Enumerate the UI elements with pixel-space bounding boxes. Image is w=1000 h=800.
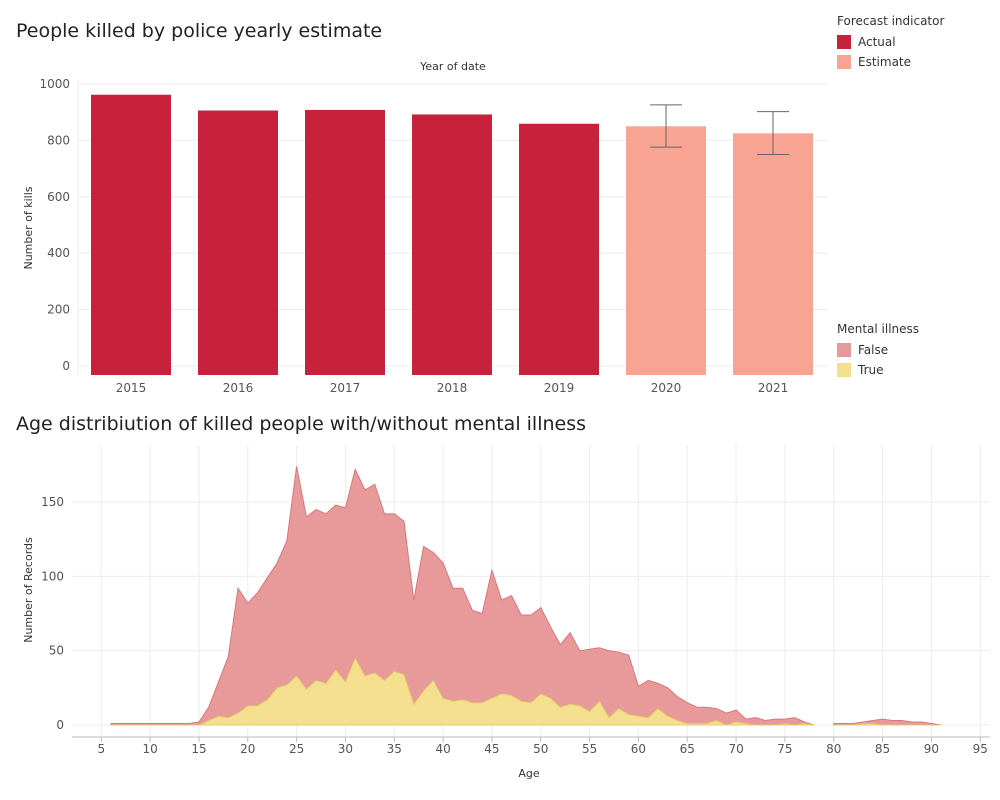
area-x-tick-label: 15	[191, 742, 206, 756]
bar-x-tick-label: 2020	[651, 381, 682, 395]
bar-x-tick-label: 2018	[437, 381, 468, 395]
bar-2018	[412, 114, 492, 376]
legend-item-false[interactable]: False	[837, 340, 919, 360]
area-y-tick-label: 0	[56, 718, 64, 732]
bar-2019	[519, 123, 599, 376]
legend-label-actual: Actual	[858, 35, 896, 49]
area-x-tick-label: 35	[387, 742, 402, 756]
bar-y-axis-label: Number of kills	[22, 186, 35, 269]
bar-y-tick-label: 600	[47, 190, 70, 204]
area-x-tick-label: 10	[142, 742, 157, 756]
bar-x-tick-label: 2016	[223, 381, 254, 395]
area-x-tick-label: 45	[484, 742, 499, 756]
mental-illness-legend: Mental illness False True	[837, 322, 919, 380]
area-x-tick-label: 55	[582, 742, 597, 756]
area-y-tick-label: 100	[41, 569, 64, 583]
bar-y-tick-label: 800	[47, 133, 70, 147]
bar-y-tick-label: 1000	[39, 77, 70, 91]
bar-y-tick-label: 0	[62, 359, 70, 373]
legend-label-estimate: Estimate	[858, 55, 912, 69]
bar-header-label: Year of date	[419, 60, 486, 73]
bar-2020	[626, 126, 706, 375]
area-y-tick-label: 50	[49, 644, 64, 658]
area-true-segment-1	[833, 723, 942, 726]
bar-2015	[91, 94, 171, 375]
area-x-tick-label: 80	[826, 742, 841, 756]
area-x-tick-label: 5	[97, 742, 105, 756]
bar-x-tick-label: 2015	[116, 381, 147, 395]
bar-2016	[198, 110, 278, 376]
bar-y-tick-label: 200	[47, 303, 70, 317]
area-x-tick-label: 60	[631, 742, 646, 756]
bar-x-tick-label: 2021	[758, 381, 789, 395]
area-chart-title: Age distribiution of killed people with/…	[16, 413, 586, 435]
legend-item-estimate[interactable]: Estimate	[837, 52, 944, 72]
area-x-tick-label: 40	[435, 742, 450, 756]
area-x-tick-label: 30	[338, 742, 353, 756]
area-x-axis-label: Age	[518, 767, 540, 780]
legend-item-actual[interactable]: Actual	[837, 32, 944, 52]
area-true-segment-0	[111, 656, 815, 726]
area-x-tick-label: 75	[777, 742, 792, 756]
area-x-tick-label: 95	[973, 742, 988, 756]
area-x-tick-label: 85	[875, 742, 890, 756]
bar-chart-title: People killed by police yearly estimate	[16, 20, 383, 42]
legend-item-true[interactable]: True	[837, 360, 919, 380]
forecast-legend: Forecast indicator Actual Estimate	[837, 14, 944, 72]
area-x-tick-label: 20	[240, 742, 255, 756]
legend-swatch-estimate	[837, 55, 851, 69]
area-false-segment-0	[110, 466, 815, 726]
area-y-axis-label: Number of Records	[22, 537, 35, 643]
area-x-tick-label: 25	[289, 742, 304, 756]
area-x-tick-label: 70	[728, 742, 743, 756]
legend-label-false: False	[858, 343, 889, 357]
area-false-segment-1	[833, 718, 942, 726]
legend-swatch-actual	[837, 35, 851, 49]
bar-x-tick-label: 2017	[330, 381, 361, 395]
mental-illness-legend-title: Mental illness	[837, 322, 920, 336]
area-x-tick-label: 50	[533, 742, 548, 756]
legend-swatch-true	[837, 363, 851, 377]
area-x-tick-label: 90	[924, 742, 939, 756]
bar-y-tick-label: 400	[47, 246, 70, 260]
area-y-tick-label: 150	[41, 495, 64, 509]
legend-label-true: True	[858, 363, 884, 377]
forecast-legend-title: Forecast indicator	[837, 14, 945, 28]
legend-swatch-false	[837, 343, 851, 357]
bar-2021	[733, 133, 813, 375]
area-x-tick-label: 65	[680, 742, 695, 756]
bar-2017	[305, 109, 385, 375]
bar-x-tick-label: 2019	[544, 381, 575, 395]
